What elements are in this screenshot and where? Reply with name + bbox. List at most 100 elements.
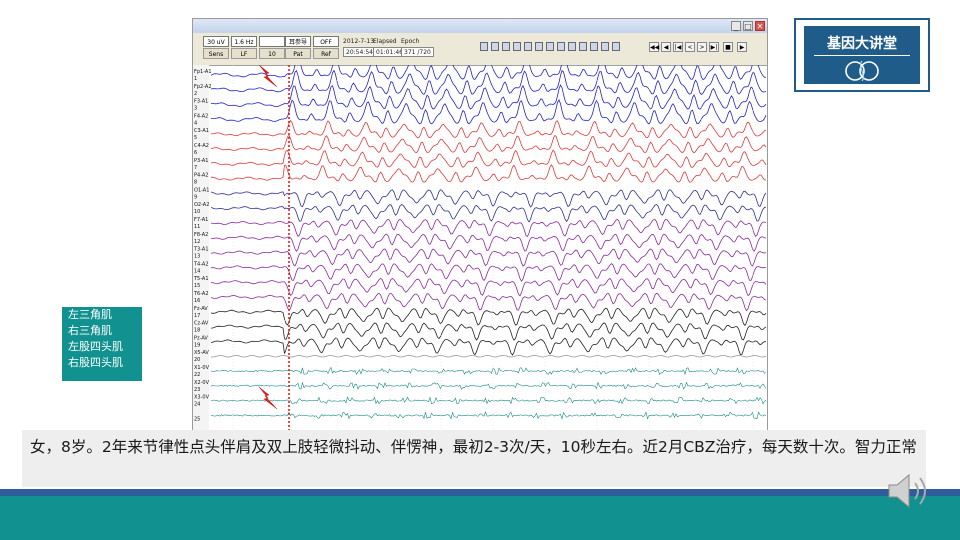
date-label: 2012-7-13 xyxy=(343,38,374,45)
channel-label: T4-A2 xyxy=(193,261,209,267)
channel-label: Cz-AV xyxy=(194,321,209,327)
epoch-readout: Epoch 371 /720 xyxy=(401,37,434,57)
settings-icon[interactable] xyxy=(601,42,609,51)
speaker-icon[interactable] xyxy=(883,470,939,512)
eeg-trace xyxy=(211,205,766,222)
save-icon[interactable] xyxy=(480,42,488,51)
channel-number: 3 xyxy=(194,106,197,112)
montage-control[interactable]: 耳参导 Pat xyxy=(285,36,311,60)
logo: 基因大讲堂 xyxy=(794,18,930,92)
legend-item: 左股四头肌 xyxy=(62,339,142,355)
note-icon[interactable] xyxy=(590,42,598,51)
channel-number: 2 xyxy=(194,91,197,97)
end-button[interactable]: ▶| xyxy=(709,42,719,52)
stop-button[interactable]: ■ xyxy=(723,42,733,52)
pen-icon[interactable] xyxy=(568,42,576,51)
eeg-trace xyxy=(211,190,766,207)
maximize-button[interactable]: □ xyxy=(743,21,753,31)
montage-value[interactable]: 耳参导 xyxy=(285,36,311,47)
eeg-trace xyxy=(211,121,766,138)
lightning-marker-icon xyxy=(259,65,277,87)
eeg-trace xyxy=(211,308,766,325)
rewind-button[interactable]: ◀ xyxy=(661,42,671,52)
eeg-trace xyxy=(211,338,766,355)
footer-band-top xyxy=(0,489,960,496)
eeg-trace xyxy=(211,279,766,296)
channel-number: 25 xyxy=(194,416,200,422)
channel-number: 7 xyxy=(194,165,197,171)
eeg-trace xyxy=(211,100,766,124)
time-value: 20:54:54 xyxy=(343,47,376,57)
measure-icon[interactable] xyxy=(557,42,565,51)
montage-icon[interactable] xyxy=(502,42,510,51)
channel-label: P4-A2 xyxy=(194,173,209,179)
minimize-button[interactable]: _ xyxy=(731,21,741,31)
channel-label: X3-0V xyxy=(194,395,210,401)
camera-icon[interactable] xyxy=(535,42,543,51)
channel-number: 19 xyxy=(194,342,200,348)
legend-item: 左三角肌 xyxy=(62,307,142,323)
eeg-trace-area[interactable]: Fp1-A11 Fp2-A22 F3-A13F4-A24 C3-A15 C4-A26 P3… xyxy=(193,65,768,433)
logo-text: 基因大讲堂 xyxy=(804,33,920,53)
case-caption: 女，8岁。2年来节律性点头伴肩及双上肢轻微抖动、伴愣神，最初2-3次/天，10秒… xyxy=(22,430,926,487)
montage-button[interactable]: Pat xyxy=(285,48,311,59)
eeg-trace xyxy=(211,264,766,281)
channel-number: 6 xyxy=(194,150,197,156)
reference-value[interactable]: OFF xyxy=(313,36,339,47)
eeg-trace xyxy=(211,71,766,95)
speed-button[interactable]: 10 xyxy=(259,48,285,59)
channel-label: T3-A1 xyxy=(193,247,209,253)
low-filter-control[interactable]: 1.6 Hz LF xyxy=(231,36,257,60)
channel-label: F7-A1 xyxy=(194,217,208,223)
speed-value[interactable] xyxy=(259,36,285,47)
mark-icon[interactable] xyxy=(579,42,587,51)
start-button[interactable]: |◀ xyxy=(673,42,683,52)
channel-number: 18 xyxy=(194,328,200,334)
channel-label: Fp2-A2 xyxy=(194,84,212,90)
eeg-window: _ □ ✕ 30 uV Sens 1.6 Hz LF 10 耳参导 Pat OF… xyxy=(192,18,768,433)
speed-control[interactable]: 10 xyxy=(259,36,285,60)
channel-number: 8 xyxy=(194,180,197,186)
low-filter-button[interactable]: LF xyxy=(231,48,257,59)
grid-icon[interactable] xyxy=(546,42,554,51)
date-readout: 2012-7-13 20:54:54 xyxy=(343,37,376,57)
channel-label: F3-A1 xyxy=(194,99,208,105)
reference-control[interactable]: OFF Ref xyxy=(313,36,339,60)
reference-button[interactable]: Ref xyxy=(313,48,339,59)
channel-label: F4-A2 xyxy=(194,113,208,119)
channel-number: 15 xyxy=(194,283,200,289)
eeg-trace xyxy=(211,383,766,390)
low-filter-value[interactable]: 1.6 Hz xyxy=(231,36,257,47)
elapsed-label: Elapsed xyxy=(373,38,397,45)
channel-label: Pz-AV xyxy=(194,335,208,341)
help-icon[interactable] xyxy=(612,42,620,51)
channel-label: X1-0V xyxy=(194,365,210,371)
channel-number: 22 xyxy=(194,372,200,378)
filter-icon[interactable] xyxy=(513,42,521,51)
sensitivity-control[interactable]: 30 uV Sens xyxy=(203,36,229,60)
eeg-trace xyxy=(211,412,766,419)
next-page-button[interactable]: > xyxy=(697,42,707,52)
eeg-trace xyxy=(211,323,766,340)
play-button[interactable]: ▶ xyxy=(737,42,747,52)
channel-number: 17 xyxy=(194,313,200,319)
eeg-trace xyxy=(211,150,766,167)
sensitivity-button[interactable]: Sens xyxy=(203,48,229,59)
caption-text: 女，8岁。2年来节律性点头伴肩及双上肢轻微抖动、伴愣神，最初2-3次/天，10秒… xyxy=(22,430,926,458)
muscle-legend: 左三角肌 右三角肌 左股四头肌 右股四头肌 xyxy=(62,307,142,381)
print-icon[interactable] xyxy=(491,42,499,51)
channel-label: Fz-AV xyxy=(194,306,208,312)
rewind-fast-button[interactable]: ◀◀ xyxy=(649,42,659,52)
channel-label: Fp1-A1 xyxy=(194,69,212,75)
channel-label: X5-AV xyxy=(194,350,209,356)
channel-number: 24 xyxy=(194,402,200,408)
sensitivity-value[interactable]: 30 uV xyxy=(203,36,229,47)
channel-number: 13 xyxy=(194,254,200,260)
channel-label: C4-A2 xyxy=(194,143,209,149)
channel-label: O1-A1 xyxy=(194,187,209,193)
prev-page-button[interactable]: < xyxy=(685,42,695,52)
close-button[interactable]: ✕ xyxy=(755,21,765,31)
channel-number: 23 xyxy=(194,387,200,393)
event-icon[interactable] xyxy=(524,42,532,51)
channel-number: 4 xyxy=(194,120,197,126)
